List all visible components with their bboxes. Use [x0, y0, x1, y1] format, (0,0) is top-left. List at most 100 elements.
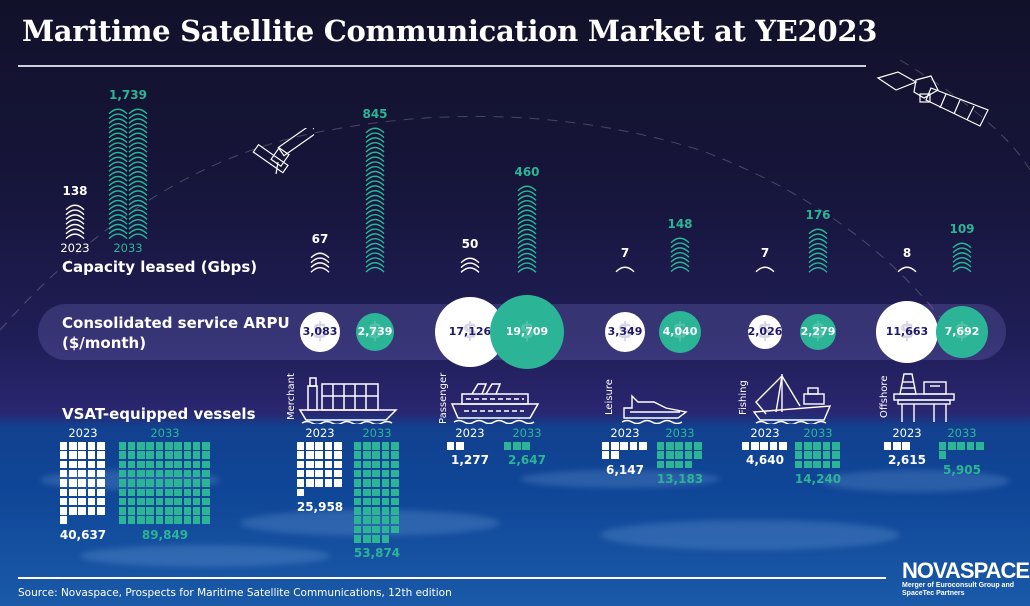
vessel-square	[127, 442, 136, 450]
vessel-square	[192, 516, 201, 524]
signal-arc-icon	[365, 252, 385, 259]
vessel-square	[155, 469, 164, 478]
vessel-square	[363, 442, 371, 450]
signal-arc-icon	[952, 242, 972, 249]
signal-arc-icon	[128, 204, 148, 211]
vessel-square	[353, 442, 362, 450]
vessel-square	[165, 451, 173, 459]
vessel-square	[146, 469, 154, 478]
signal-arc-icon	[108, 190, 128, 197]
vessel-square	[118, 469, 127, 478]
signal-arc-icon	[365, 156, 385, 163]
vessel-square	[192, 488, 201, 497]
vessel-square	[822, 451, 831, 459]
signal-arc-icon	[365, 146, 385, 153]
vessel-count: 40,637	[59, 527, 107, 542]
signal-arc-icon	[517, 218, 537, 225]
signal-arc-icon	[952, 247, 972, 254]
vessel-square	[118, 479, 127, 487]
arpu-value: 19,709	[505, 325, 549, 339]
vessel-square	[155, 516, 164, 524]
segment-label-fishing: Fishing	[738, 380, 749, 415]
vessel-square	[666, 442, 674, 450]
signal-arc-icon	[755, 266, 775, 273]
vessel-square	[78, 451, 86, 459]
vessel-square	[165, 497, 173, 506]
vessel-square	[381, 469, 390, 478]
vessel-square	[948, 442, 956, 450]
vessel-square	[372, 460, 380, 469]
vessel-count: 4,640	[746, 453, 784, 468]
signal-arc-icon	[65, 209, 85, 216]
signal-arc-icon	[808, 266, 828, 273]
passenger-ship-icon	[450, 383, 540, 424]
vessel-square	[146, 442, 154, 450]
vessel-square	[183, 479, 192, 487]
signal-arc-icon	[517, 237, 537, 244]
vessel-square	[174, 460, 182, 469]
vessel-square	[146, 488, 154, 497]
vessel-square	[381, 497, 390, 506]
vessel-square	[118, 507, 127, 515]
vessel-square	[306, 460, 314, 469]
vessel-square	[96, 479, 105, 487]
arpu-circle-2033: $19,709	[489, 294, 565, 370]
signal-arc-icon	[108, 209, 128, 216]
vessel-square	[78, 469, 86, 478]
vessel-square	[155, 507, 164, 515]
vessel-square	[96, 497, 105, 506]
vessel-square	[957, 442, 965, 450]
vessel-square	[137, 460, 145, 469]
year-label-2033: 2033	[803, 426, 833, 440]
signal-arc-icon	[108, 166, 128, 173]
signal-arc-icon	[128, 152, 148, 158]
vessel-square	[146, 497, 154, 506]
vessel-square	[192, 479, 201, 487]
arpu-value: 17,126	[448, 325, 492, 339]
signal-arc-icon	[808, 228, 828, 235]
vessel-square	[306, 479, 314, 487]
vessel-square	[59, 442, 68, 450]
signal-arc-icon	[615, 266, 635, 273]
capacity-bar-2033	[952, 242, 972, 273]
vessel-square	[601, 451, 610, 459]
capacity-bar-2023	[310, 252, 330, 273]
signal-arc-icon	[365, 132, 385, 139]
vessel-square	[372, 442, 380, 450]
signal-arc-icon	[108, 118, 128, 125]
vessel-square	[155, 497, 164, 506]
vessel-count: 1,277	[451, 453, 489, 468]
vessel-square	[59, 469, 68, 478]
signal-arc-icon	[108, 161, 128, 168]
capacity-value: 109	[949, 222, 975, 237]
vessel-count: 53,874	[353, 546, 401, 561]
vessel-square	[183, 442, 192, 450]
vessel-square	[183, 469, 192, 478]
vessel-square	[390, 451, 399, 459]
dollar-icon: $	[757, 319, 773, 345]
vessel-count: 25,958	[296, 499, 344, 514]
vessel-square	[69, 497, 77, 506]
vessel-square	[96, 469, 105, 478]
vessel-square	[137, 469, 145, 478]
vessel-square	[333, 479, 342, 487]
vessel-square	[137, 488, 145, 497]
vessel-square	[372, 535, 380, 543]
vessel-square	[693, 442, 702, 450]
vessel-square	[390, 525, 399, 534]
signal-arc-icon	[365, 194, 385, 201]
year-label-2033: 2033	[947, 426, 977, 440]
vessel-square	[183, 516, 192, 524]
vessel-square	[118, 497, 127, 506]
vessel-square	[620, 442, 628, 450]
signal-arc-icon	[808, 247, 828, 254]
vessel-square	[183, 507, 192, 515]
vessel-square	[372, 497, 380, 506]
signal-arc-icon	[128, 137, 148, 144]
water-highlight	[520, 470, 720, 488]
year-label-2023: 2023	[892, 426, 922, 440]
signal-arc-icon	[128, 219, 148, 226]
signal-arc-icon	[108, 113, 128, 120]
signal-arc-icon	[108, 137, 128, 144]
